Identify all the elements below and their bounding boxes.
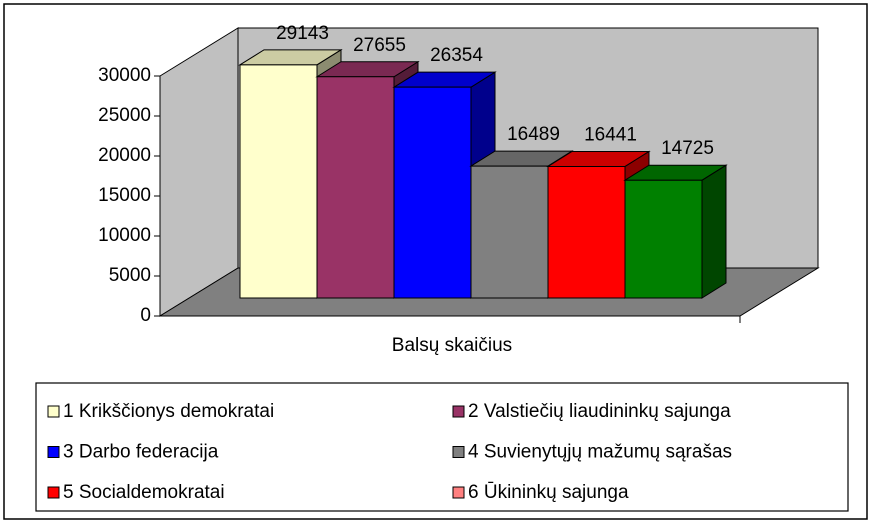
y-tick-label: 25000: [98, 105, 151, 126]
legend-label: 1 Krikščionys demokratai: [63, 401, 274, 422]
legend-swatch: [47, 486, 60, 499]
data-label: 14725: [661, 138, 714, 159]
bar-front: [470, 165, 549, 299]
side-wall: [159, 27, 239, 317]
data-label: 16441: [584, 124, 637, 145]
y-tick-label: 20000: [98, 145, 151, 166]
bar-side: [701, 164, 727, 299]
data-label: 26354: [430, 45, 483, 66]
bar-front: [239, 64, 318, 299]
y-tick-label: 15000: [98, 185, 151, 206]
legend-label: 2 Valstiečių liaudininkų sajunga: [468, 401, 731, 422]
data-label: 16489: [507, 124, 560, 145]
legend-swatch: [47, 446, 60, 458]
bar-front: [624, 179, 703, 299]
legend-swatch: [452, 486, 465, 499]
legend-label: 5 Socialdemokratai: [63, 482, 225, 503]
legend-swatch: [47, 405, 60, 418]
bar: [623, 164, 728, 299]
y-tick-label: 30000: [98, 65, 151, 86]
bar-front: [547, 165, 626, 299]
legend-label: 4 Suvienytųjų mažumų sąrašas: [468, 442, 732, 463]
bar-front: [316, 76, 395, 299]
y-tick-label: 10000: [98, 225, 151, 246]
legend-label: 3 Darbo federacija: [63, 442, 219, 463]
data-label: 27655: [353, 35, 406, 56]
data-label: 29143: [276, 23, 329, 44]
y-tick-label: 5000: [109, 265, 151, 286]
legend-swatch: [452, 405, 465, 418]
legend-swatch: [452, 446, 465, 458]
legend-box: [35, 382, 849, 512]
x-category-label: Balsų skaičius: [392, 335, 512, 356]
y-tick-label: 0: [140, 305, 151, 326]
bar-front: [393, 86, 472, 299]
legend-label: 6 Ūkininkų sajunga: [468, 482, 629, 503]
